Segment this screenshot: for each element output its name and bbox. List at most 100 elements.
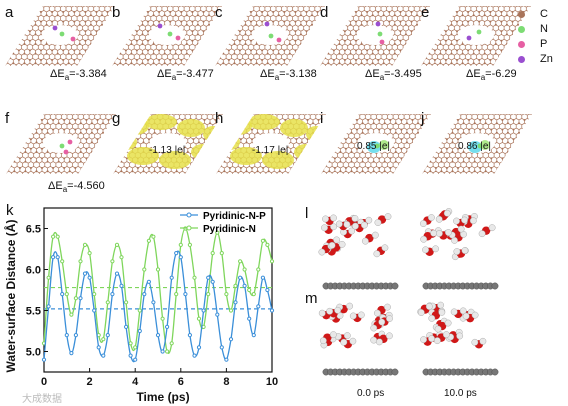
hydrogen-atom	[420, 336, 427, 344]
carbon-atom	[462, 160, 465, 163]
carbon-atom	[107, 157, 110, 160]
carbon-atom	[306, 119, 309, 121]
carbon-atom	[130, 23, 133, 26]
carbon-atom	[141, 6, 144, 7]
hydrogen-atom	[384, 213, 392, 220]
dopant-atom	[175, 35, 181, 41]
hydrogen-atom	[462, 312, 470, 320]
carbon-atom	[382, 6, 385, 7]
data-point	[192, 275, 197, 280]
carbon-atom	[113, 20, 116, 23]
carbon-atom	[394, 170, 397, 173]
carbon-atom	[434, 167, 437, 169]
hydrogen-atom	[318, 248, 326, 256]
water-cluster	[417, 301, 487, 349]
carbon-atom	[107, 138, 110, 141]
carbon-atom	[147, 49, 149, 52]
hydrogen-atom	[322, 215, 329, 223]
carbon-atom	[12, 23, 15, 26]
carbon-atom	[152, 62, 155, 65]
carbon-atom	[63, 167, 66, 169]
charge-lobe	[177, 119, 205, 137]
carbon-atom	[233, 62, 236, 65]
carbon-atom	[196, 52, 199, 55]
carbon-atom	[255, 14, 258, 17]
panel-label-m: m	[305, 290, 318, 307]
carbon-atom	[34, 43, 37, 45]
carbon-atom	[250, 20, 252, 23]
carbon-atom	[7, 157, 10, 160]
carbon-atom	[338, 43, 341, 45]
dopant-atom	[276, 37, 282, 43]
data-point	[160, 316, 165, 321]
energy-subscript: a	[480, 73, 486, 83]
carbon-atom	[216, 59, 219, 61]
data-point	[247, 287, 252, 293]
carbon-atom	[383, 114, 386, 115]
carbon-atom	[444, 30, 447, 33]
carbon-atom	[383, 170, 386, 173]
carbon-atom	[457, 128, 459, 131]
carbon-atom	[216, 39, 219, 42]
carbon-atom	[85, 138, 88, 141]
structure-d	[320, 6, 430, 66]
carbon-atom	[327, 6, 330, 7]
carbon-atom	[423, 157, 426, 160]
carbon-atom	[300, 141, 303, 144]
carbon-atom	[234, 114, 237, 115]
surface-atom	[391, 282, 399, 290]
carbon-atom	[114, 119, 117, 121]
carbon-atom	[208, 52, 210, 55]
carbon-atom	[203, 157, 206, 160]
carbon-atom	[185, 52, 188, 55]
hydrogen-atom	[349, 312, 357, 320]
carbon-atom	[306, 157, 309, 160]
structure-j	[422, 114, 532, 174]
legend-marker	[186, 225, 192, 231]
carbon-atom	[349, 6, 352, 7]
carbon-atom	[410, 39, 413, 42]
carbon-atom	[483, 52, 486, 55]
carbon-atom	[311, 52, 313, 55]
carbon-atom	[23, 14, 26, 17]
carbon-atom	[216, 30, 219, 33]
x-tick-label: 6	[178, 376, 184, 388]
carbon-atom	[130, 6, 133, 7]
data-point	[269, 259, 275, 264]
carbon-atom	[106, 59, 109, 61]
carbon-atom	[119, 23, 122, 26]
hydrogen-atom	[360, 221, 368, 229]
hydrogen-atom	[374, 309, 381, 317]
carbon-atom	[196, 62, 199, 65]
carbon-atom	[333, 138, 336, 141]
carbon-atom	[321, 49, 324, 52]
carbon-atom	[501, 167, 504, 169]
carbon-atom	[180, 11, 183, 13]
carbon-atom	[505, 62, 508, 65]
carbon-atom	[300, 170, 303, 173]
carbon-atom	[18, 157, 21, 160]
carbon-atom	[462, 122, 465, 125]
carbon-atom	[278, 170, 281, 173]
carbon-atom	[135, 59, 138, 61]
carbon-atom	[361, 131, 364, 134]
carbon-atom	[131, 131, 134, 134]
carbon-atom	[478, 59, 481, 61]
adsorption-energy-f: ΔEa=-4.560	[48, 180, 105, 194]
carbon-atom	[338, 52, 341, 55]
carbon-atom	[317, 119, 320, 121]
data-point	[169, 275, 174, 280]
carbon-atom	[227, 49, 230, 52]
data-point	[247, 316, 252, 321]
carbon-atom	[461, 6, 464, 7]
carbon-atom	[24, 114, 27, 115]
carbon-atom	[79, 170, 82, 173]
energy-symbol: ΔE	[50, 68, 65, 80]
carbon-atom	[7, 167, 10, 169]
pore	[458, 25, 494, 45]
carbon-atom	[500, 20, 503, 23]
carbon-atom	[429, 114, 432, 115]
carbon-atom	[192, 157, 195, 160]
carbon-atom	[78, 14, 81, 17]
carbon-atom	[400, 138, 403, 141]
